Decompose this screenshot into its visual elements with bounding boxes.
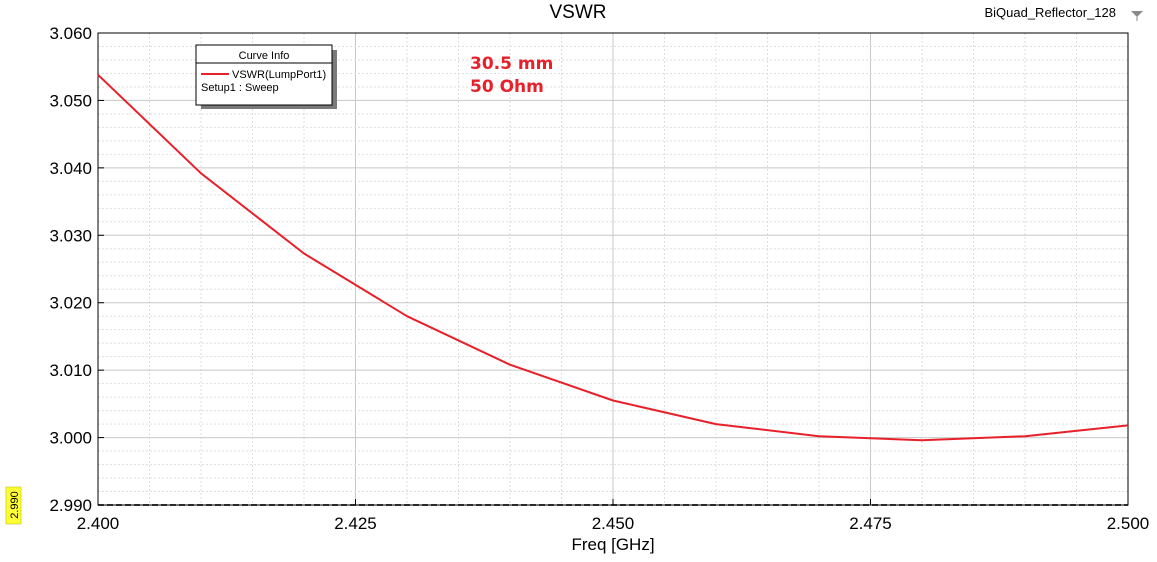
annotation-length: 30.5 mm: [470, 54, 553, 74]
y-tick-label: 3.000: [49, 429, 92, 448]
chart-title: VSWR: [550, 2, 607, 23]
x-tick-label: 2.475: [849, 514, 892, 533]
y-tick-label: 3.040: [49, 159, 92, 178]
y-tick-label: 3.010: [49, 361, 92, 380]
legend-header: Curve Info: [239, 50, 290, 62]
y-tick-label: 3.030: [49, 226, 92, 245]
annotation-impedance: 50 Ohm: [470, 77, 544, 97]
marker-readout-value: 2.990: [9, 491, 21, 519]
x-axis-label: Freq [GHz]: [571, 535, 654, 554]
legend-box[interactable]: Curve Info VSWR(LumpPort1) Setup1 : Swee…: [195, 44, 337, 109]
project-name: BiQuad_Reflector_128: [984, 5, 1116, 20]
tick-labels: 2.990 3.000 3.010 3.020 3.030 3.040 3.050 3.060…: [49, 24, 1149, 533]
y-tick-label: 3.060: [49, 24, 92, 43]
x-tick-label: 2.425: [334, 514, 377, 533]
series-layer: [97, 74, 1129, 442]
y-tick-label: 3.050: [49, 91, 92, 110]
y-tick-label: 3.020: [49, 294, 92, 313]
x-tick-label: 2.500: [1107, 514, 1150, 533]
legend-entry-label: VSWR(LumpPort1): [232, 69, 326, 81]
legend-entry-sublabel: Setup1 : Sweep: [201, 82, 279, 94]
marker-readout[interactable]: 2.990: [5, 486, 22, 525]
x-tick-label: 2.400: [77, 514, 120, 533]
x-tick-label: 2.450: [592, 514, 635, 533]
series-line-vswr[interactable]: [97, 74, 1129, 442]
pin-icon[interactable]: [1131, 11, 1143, 21]
y-tick-label: 2.990: [49, 496, 92, 515]
